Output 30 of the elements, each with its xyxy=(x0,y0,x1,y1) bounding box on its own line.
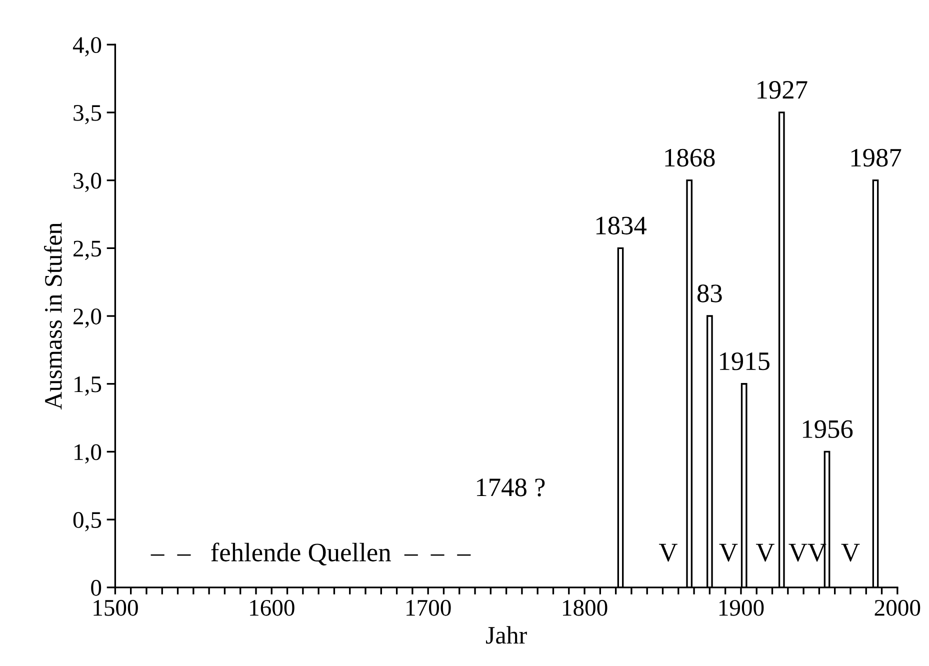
x-tick-label: 2000 xyxy=(874,600,920,616)
y-tick-label: 2,0 xyxy=(74,308,102,328)
x-tick-label: 1800 xyxy=(562,600,608,616)
y-tick-label: 0 xyxy=(91,580,102,596)
annotation: 1987 xyxy=(851,148,902,167)
y-tick-label: 4,0 xyxy=(72,37,102,56)
x-tick-label: 1600 xyxy=(250,600,294,616)
annotation: 1748 ? xyxy=(476,478,545,496)
y-axis-title: Ausmass in Stufen xyxy=(44,222,62,410)
annotation: V xyxy=(719,544,738,562)
annotation: 83 xyxy=(697,284,722,302)
y-tick-label: 2,5 xyxy=(74,240,102,260)
annotation: 1956 xyxy=(802,420,853,438)
annotation: 1868 xyxy=(665,148,715,167)
annotation: 1915 xyxy=(720,352,770,370)
annotation: V xyxy=(658,544,678,562)
x-axis-title: Jahr xyxy=(486,626,527,644)
y-tick-label: 3,5 xyxy=(74,105,102,124)
annotation: 1834 xyxy=(596,216,646,234)
y-tick-label: 3,0 xyxy=(74,172,102,192)
y-tick-label: 0,5 xyxy=(73,512,102,532)
x-tick-label: 1500 xyxy=(94,600,138,616)
x-tick-label: 1900 xyxy=(719,600,764,616)
annotation: V xyxy=(756,544,774,562)
y-tick-label: 1,0 xyxy=(74,444,102,464)
annotation: 1927 xyxy=(758,81,808,99)
annotation: – – fehlende Quellen – – – xyxy=(150,542,471,566)
annotation: V xyxy=(841,544,860,562)
x-tick-label: 1700 xyxy=(406,600,451,616)
y-tick-label: 1,5 xyxy=(74,376,102,396)
